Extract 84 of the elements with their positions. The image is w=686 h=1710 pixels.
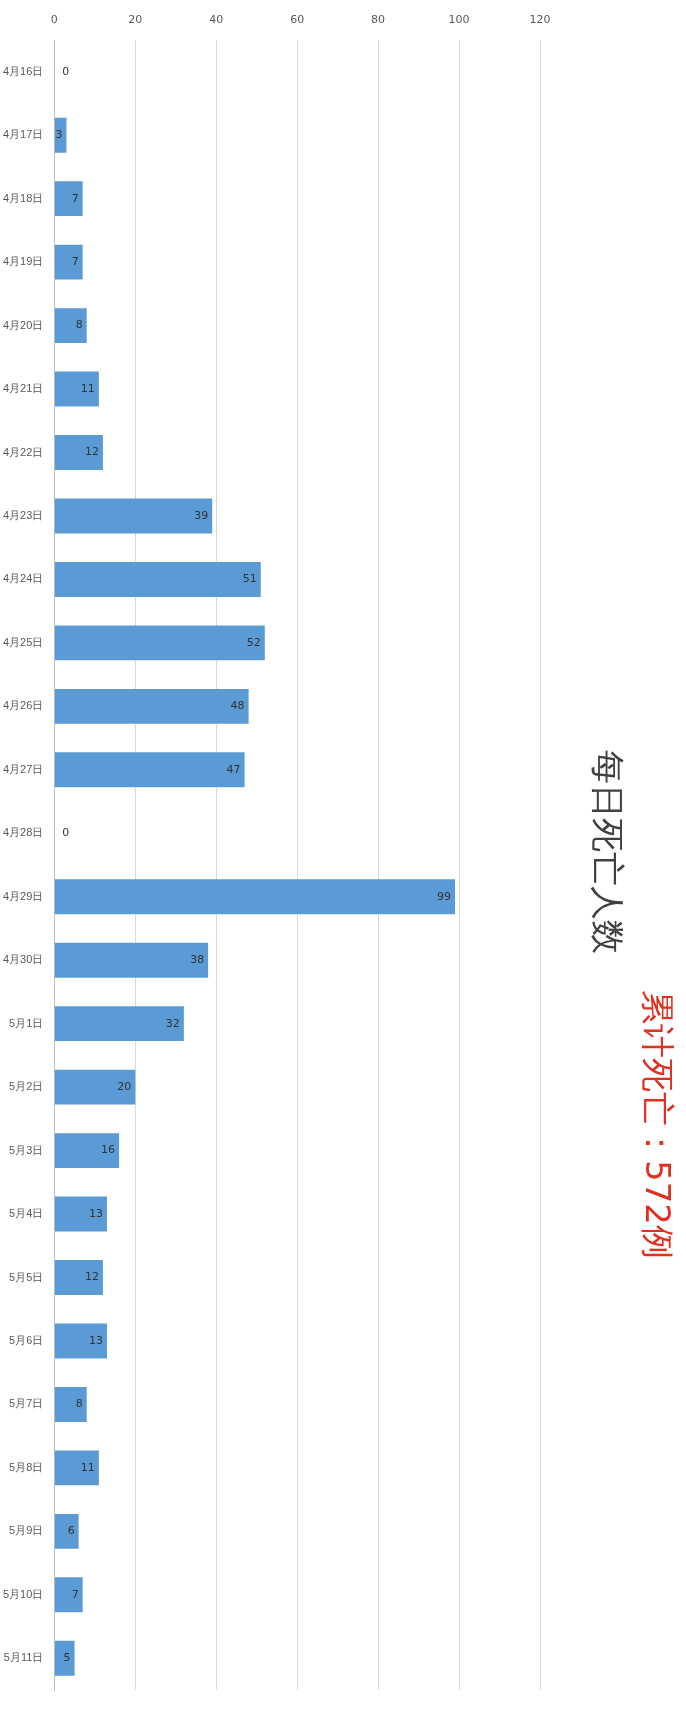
bar xyxy=(54,1577,83,1613)
x-tick-label: 20 xyxy=(128,12,143,26)
data-label: 32 xyxy=(165,1016,180,1030)
bar xyxy=(54,1450,99,1486)
y-tick-label: 5月7日 xyxy=(9,1397,44,1410)
bar xyxy=(54,1640,75,1676)
bar xyxy=(54,181,83,217)
data-label: 7 xyxy=(71,254,79,268)
x-tick-label: 120 xyxy=(529,12,551,26)
bar xyxy=(54,1196,107,1232)
y-tick-label: 4月30日 xyxy=(2,953,44,966)
bar xyxy=(54,244,83,280)
bar xyxy=(54,1069,136,1105)
y-tick-label: 5月3日 xyxy=(9,1143,44,1156)
y-tick-label: 4月19日 xyxy=(2,255,44,268)
data-label: 8 xyxy=(75,1397,83,1411)
y-tick-label: 4月26日 xyxy=(2,699,44,712)
data-label: 20 xyxy=(117,1079,132,1093)
x-tick-label: 80 xyxy=(371,12,386,26)
y-tick-label: 4月16日 xyxy=(2,64,44,77)
y-tick-label: 5月5日 xyxy=(9,1270,44,1283)
bar xyxy=(54,688,249,724)
bar xyxy=(54,1006,184,1042)
data-label: 13 xyxy=(88,1206,103,1220)
bar xyxy=(54,625,265,661)
y-tick-label: 4月22日 xyxy=(2,445,44,458)
data-label: 51 xyxy=(242,572,257,586)
data-label: 8 xyxy=(75,318,83,332)
y-tick-label: 4月18日 xyxy=(2,191,44,204)
y-tick-label: 5月4日 xyxy=(9,1207,44,1220)
data-label: 6 xyxy=(67,1524,75,1538)
x-tick-label: 0 xyxy=(50,12,58,26)
bar xyxy=(54,1386,87,1422)
bar xyxy=(54,308,87,344)
data-label: 12 xyxy=(84,445,99,459)
x-tick-label: 40 xyxy=(209,12,224,26)
data-label: 12 xyxy=(84,1270,99,1284)
text: 累计死亡：572例 xyxy=(637,990,679,1259)
bar xyxy=(54,371,99,407)
y-tick-label: 4月20日 xyxy=(2,318,44,331)
data-label: 11 xyxy=(80,381,95,395)
data-label: 3 xyxy=(55,128,63,142)
bar xyxy=(54,942,209,978)
bar xyxy=(54,435,103,470)
bar xyxy=(54,1323,107,1359)
y-tick-label: 4月23日 xyxy=(2,508,44,521)
data-label: 11 xyxy=(80,1460,95,1474)
y-tick-label: 4月24日 xyxy=(2,572,44,585)
y-tick-label: 4月28日 xyxy=(2,826,44,839)
y-tick-label: 5月9日 xyxy=(9,1524,44,1537)
data-label: 39 xyxy=(194,508,209,522)
y-tick-label: 5月10日 xyxy=(2,1587,44,1600)
bar xyxy=(54,1260,103,1295)
data-label: 48 xyxy=(230,699,245,713)
y-tick-label: 5月8日 xyxy=(9,1460,44,1473)
y-tick-label: 4月29日 xyxy=(2,889,44,902)
bar xyxy=(54,1133,120,1169)
y-tick-label: 5月11日 xyxy=(3,1651,44,1664)
bar xyxy=(54,1513,79,1549)
data-label: 5 xyxy=(63,1651,71,1665)
data-label: 0 xyxy=(62,64,70,78)
data-label: 7 xyxy=(71,1587,79,1601)
data-label: 47 xyxy=(226,762,241,776)
data-label: 52 xyxy=(246,635,261,649)
bar xyxy=(54,561,261,597)
y-tick-label: 4月17日 xyxy=(2,128,44,141)
y-tick-label: 5月2日 xyxy=(9,1080,44,1093)
bar xyxy=(54,752,245,788)
y-tick-label: 5月6日 xyxy=(9,1333,44,1346)
y-tick-label: 4月25日 xyxy=(2,635,44,648)
data-label: 0 xyxy=(62,826,70,840)
x-tick-label: 60 xyxy=(290,12,305,26)
bar xyxy=(54,498,213,534)
data-label: 99 xyxy=(437,889,452,903)
data-label: 7 xyxy=(71,191,79,205)
data-label: 13 xyxy=(88,1333,103,1347)
y-tick-label: 4月27日 xyxy=(2,762,44,775)
y-tick-label: 4月21日 xyxy=(2,382,44,395)
x-tick-label: 100 xyxy=(448,12,470,26)
y-tick-label: 5月1日 xyxy=(9,1016,44,1029)
data-label: 38 xyxy=(190,953,205,967)
text: 每日死亡人数 xyxy=(587,750,629,954)
data-label: 16 xyxy=(101,1143,116,1157)
bar xyxy=(54,879,456,915)
